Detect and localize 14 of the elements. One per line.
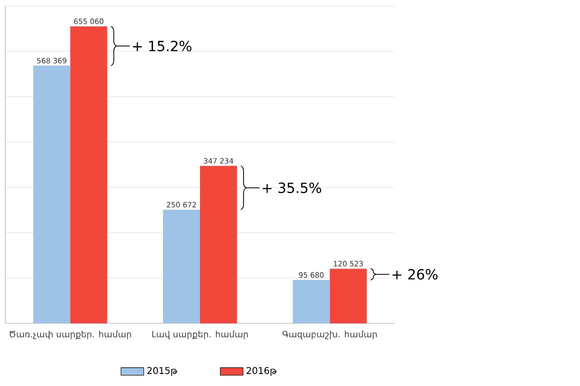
annotation: + 26%: [392, 269, 438, 280]
x-tick-label: Ծառ.չափ սարքեր. համար: [10, 330, 132, 340]
bar: [292, 280, 330, 324]
bar: [33, 66, 70, 324]
x-tick-label: Գազաբաշխ. համար: [282, 330, 377, 340]
annotation: + 15.2%: [132, 40, 192, 52]
bar: [163, 210, 200, 324]
bar: [70, 26, 108, 324]
bar: [330, 268, 367, 324]
legend-label: 2015թ: [147, 367, 178, 376]
x-tick-label: Լավ սարքեր. համար: [152, 330, 248, 340]
bar: [200, 166, 237, 324]
legend-label: 2016թ: [246, 367, 277, 376]
annotation: + 35.5%: [262, 182, 322, 194]
